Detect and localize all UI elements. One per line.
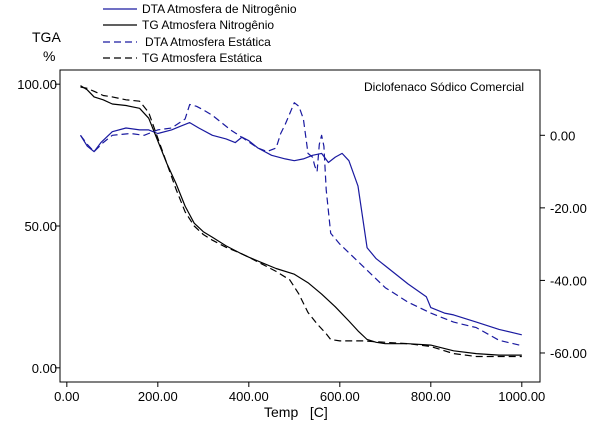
x-tick-label: 800.00: [411, 389, 451, 404]
legend-item: DTA Atmosfera de Nitrogênio: [103, 2, 297, 16]
plot-frame: [59, 69, 541, 383]
y-axis-right: 0.00 -20.00 -40.00 -60.00: [540, 128, 587, 361]
y-left-tick-label: 50.00: [24, 219, 57, 234]
x-tick-label: 200.00: [138, 389, 178, 404]
y-left-tick-label: 100.00: [17, 77, 57, 92]
y-axis-left: 0.00 50.00 100.00: [17, 77, 60, 376]
y-right-tick-label: 0.00: [550, 128, 575, 143]
y-left-tick-label: 0.00: [32, 361, 57, 376]
series-line-tg-atmosfera-est-tica: [80, 86, 522, 358]
y-right-tick-label: -20.00: [550, 201, 587, 216]
x-tick-label: 400.00: [229, 389, 269, 404]
x-tick-label: 0.00: [54, 389, 79, 404]
legend-label: DTA Atmosfera Estática: [145, 35, 271, 49]
legend-item: DTA Atmosfera Estática: [103, 35, 271, 49]
y-axis-label-left-line2: %: [43, 48, 55, 64]
series-layer: [79, 85, 522, 358]
y-right-tick-label: -40.00: [550, 273, 587, 288]
x-axis-label: Temp [C]: [264, 404, 328, 420]
x-axis: 0.00 200.00 400.00 600.00 800.00 1000.00: [54, 382, 545, 404]
series-line-tg-atmosfera-nitrog-nio: [80, 85, 522, 356]
legend-item: TG Atmosfera Estática: [103, 51, 262, 65]
y-axis-label-left-line1: TGA: [32, 29, 61, 45]
legend-label: TG Atmosfera Estática: [142, 51, 262, 65]
legend-label: TG Atmosfera Nitrogênio: [142, 18, 274, 32]
legend: DTA Atmosfera de Nitrogênio TG Atmosfera…: [103, 2, 297, 65]
plot-frame-group: [59, 69, 541, 383]
series-line-dta-atmosfera-de-nitrog-nio: [79, 121, 522, 336]
legend-item: TG Atmosfera Nitrogênio: [103, 18, 274, 32]
series-line-dta-atmosfera-est-tica: [80, 102, 522, 347]
chart-annotation: Diclofenaco Sódico Comercial: [364, 80, 524, 94]
legend-label: DTA Atmosfera de Nitrogênio: [142, 2, 297, 16]
x-tick-label: 600.00: [320, 389, 360, 404]
y-right-tick-label: -60.00: [550, 346, 587, 361]
x-tick-label: 1000.00: [498, 389, 545, 404]
